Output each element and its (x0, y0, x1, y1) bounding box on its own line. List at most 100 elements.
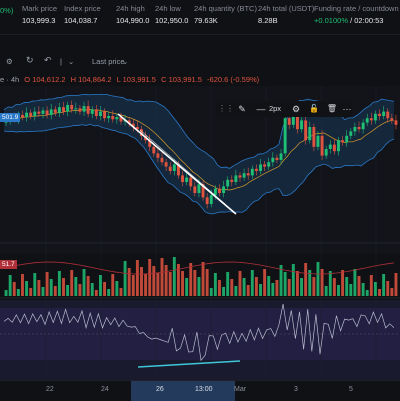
line-thickness[interactable]: 2px (268, 104, 282, 113)
candle-body (127, 120, 131, 124)
volume-bar (78, 284, 82, 296)
candle-body (98, 111, 102, 116)
candle-body (152, 146, 156, 154)
candle-body (62, 107, 65, 112)
volume-bar (160, 258, 164, 296)
time-axis[interactable]: 22 24 26 13:00 Mar 3 5 (0, 380, 400, 401)
ohlc-readout: e · 4h O 104,612.2 H 104,864.2 L 103,991… (0, 75, 262, 87)
candle-body (386, 111, 390, 119)
candle-body (74, 108, 78, 110)
volume-bar (332, 278, 336, 296)
time-tick: 3 (294, 386, 298, 393)
volume-bar (254, 277, 258, 296)
volume-bar (349, 284, 353, 296)
change-value: -620.6 (-0.59%) (207, 75, 260, 84)
volume-bar (4, 290, 8, 296)
volume-bar (94, 290, 98, 296)
time-selection-highlight (131, 381, 235, 401)
candle-body (378, 113, 381, 116)
volume-bar (242, 278, 246, 296)
lock-icon[interactable]: 🔓 (309, 104, 319, 113)
volume-bar (45, 272, 49, 296)
more-icon[interactable]: ⋯ (342, 104, 352, 114)
volume-bar (263, 269, 267, 296)
volume-bar (386, 281, 390, 296)
candle-body (168, 166, 172, 171)
stat-value: 102,950.0 (155, 16, 189, 25)
volume-bar (98, 275, 102, 296)
volume-bar (107, 289, 111, 296)
candle-body (140, 129, 143, 136)
lower-band (3, 123, 395, 215)
candle-body (205, 197, 209, 204)
volume-bar (168, 272, 172, 296)
candle-body (103, 111, 107, 119)
chevron-down-icon[interactable]: ⌄ (68, 57, 75, 66)
candle-body (21, 114, 24, 118)
candle-body (328, 144, 332, 149)
open-value: O 104,612.2 (24, 75, 66, 84)
volume-bar (304, 263, 308, 296)
candle-body (353, 127, 357, 132)
candle-body (45, 110, 49, 115)
volume-bar (131, 275, 135, 296)
volume-bar (267, 276, 271, 296)
time-tick: Mar (234, 386, 247, 393)
chart-toolbar: ⚙ ↻ ↶ | ⌄ Last price ⌄ (0, 54, 400, 70)
volume-bar (357, 276, 361, 296)
trash-icon[interactable]: 🗑 (326, 104, 338, 113)
volume-bar (394, 273, 398, 296)
candle-body (70, 105, 74, 110)
candle-body (197, 184, 201, 193)
time-tick: 22 (46, 386, 54, 393)
volume-bar (369, 275, 373, 296)
last-price-selector[interactable]: Last price (92, 57, 125, 66)
undo-icon[interactable]: ↶ (44, 55, 52, 65)
stat-3: 24h high 104,990.0 (116, 4, 149, 26)
chevron-down-icon[interactable]: ⌄ (122, 57, 129, 66)
volume-bar (279, 265, 283, 296)
candle-body (176, 164, 180, 176)
volume-bar (324, 286, 328, 296)
volume-bar (353, 269, 357, 296)
market-stats-bar: 0%) Mark price 103,999.3 Index price 104,038… (0, 0, 400, 35)
volume-bar (37, 280, 41, 296)
candle-body (131, 123, 135, 127)
candle-body (312, 127, 316, 147)
volume-bar (144, 274, 148, 296)
stat-4: 24h low 102,950.0 (155, 4, 188, 26)
volume-bar (41, 287, 45, 296)
volume-bar (176, 264, 180, 296)
candle-body (287, 118, 291, 125)
gear-icon[interactable]: ⚙ (291, 104, 301, 114)
line-style-icon[interactable]: — (256, 104, 266, 114)
time-tick: 26 (156, 386, 164, 393)
oscillator-trendline (137, 360, 241, 368)
volume-bar (287, 279, 291, 296)
volume-bar (181, 271, 184, 296)
symbol-interval: e · 4h (0, 75, 20, 84)
stat-value: 8.28B (258, 16, 278, 25)
redo-icon[interactable]: ↻ (26, 55, 34, 65)
pen-icon[interactable]: ✎ (238, 104, 246, 114)
stat-value: +0.0100% / 02:00:53 (314, 16, 384, 25)
price-chart[interactable] (0, 86, 400, 380)
candle-body (279, 153, 283, 160)
volume-bar (291, 264, 295, 296)
candle-body (119, 117, 123, 122)
settings-icon[interactable]: ⚙ (6, 57, 13, 66)
candle-body (308, 127, 312, 141)
stat-7: Funding rate / countdown +0.0100% / 02:00… (314, 4, 399, 26)
candle-body (94, 109, 98, 116)
candle-body (156, 153, 160, 158)
volume-bar (218, 280, 221, 296)
candle-body (300, 120, 304, 130)
drag-handle-icon[interactable]: ⋮⋮ (218, 104, 234, 113)
volume-bar (230, 279, 234, 296)
time-tick: 5 (349, 386, 353, 393)
candle-body (222, 186, 226, 193)
candle-body (49, 109, 53, 115)
candle-body (382, 111, 386, 116)
stat-6: 24h total (USDT) 8.28B (258, 4, 314, 26)
volume-bar (378, 289, 381, 296)
